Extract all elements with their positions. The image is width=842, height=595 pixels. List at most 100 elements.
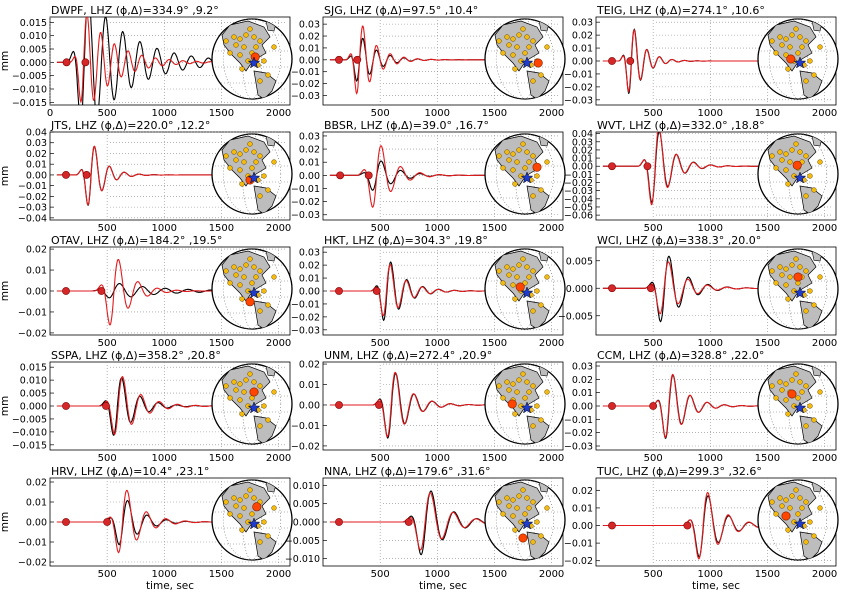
target-station-marker bbox=[515, 282, 525, 292]
station-marker bbox=[261, 519, 267, 525]
y-tick-label: −0.04 bbox=[18, 213, 47, 224]
station-marker bbox=[261, 288, 267, 294]
y-tick-label: −0.02 bbox=[291, 79, 320, 90]
station-marker bbox=[247, 487, 253, 493]
station-marker bbox=[544, 44, 550, 50]
station-marker bbox=[785, 527, 791, 533]
station-marker bbox=[783, 381, 789, 387]
station-marker bbox=[233, 157, 239, 163]
station-marker bbox=[803, 499, 809, 505]
station-marker bbox=[817, 159, 823, 165]
station-marker bbox=[783, 151, 789, 157]
station-marker bbox=[504, 34, 510, 40]
station-marker bbox=[237, 266, 243, 272]
station-marker bbox=[803, 423, 809, 429]
x-tick-label: 2000 bbox=[266, 223, 291, 234]
y-tick-label: −0.03 bbox=[564, 95, 593, 106]
epicenter-star-icon bbox=[793, 286, 807, 299]
station-marker bbox=[512, 527, 518, 533]
station-marker bbox=[793, 487, 799, 493]
station-marker bbox=[520, 141, 526, 147]
station-marker bbox=[227, 395, 233, 401]
y-tick-label: 0.00 bbox=[26, 518, 47, 529]
station-marker bbox=[777, 149, 783, 155]
x-tick-label: 2000 bbox=[266, 453, 291, 464]
station-marker bbox=[522, 50, 528, 56]
station-marker bbox=[251, 149, 257, 155]
station-marker bbox=[227, 511, 233, 517]
y-tick-label: −0.04 bbox=[564, 194, 593, 205]
station-marker bbox=[777, 34, 783, 40]
station-marker bbox=[506, 272, 512, 278]
station-marker bbox=[538, 302, 544, 308]
y-tick-label: −0.005 bbox=[558, 311, 593, 322]
station-marker bbox=[783, 266, 789, 272]
y-tick-label: −0.01 bbox=[18, 181, 47, 192]
subplot-jts: JTS, LHZ (ϕ,Δ)=220.0° ,12.2°0.040.030.02… bbox=[0, 119, 293, 234]
station-marker bbox=[239, 181, 245, 187]
y-tick-label: −0.01 bbox=[18, 538, 47, 549]
synthetic-trace bbox=[602, 491, 779, 560]
station-marker bbox=[777, 495, 783, 501]
station-marker bbox=[785, 296, 791, 302]
y-tick-label: −0.005 bbox=[12, 71, 47, 82]
y-tick-label: 0.00 bbox=[299, 287, 320, 298]
arrival-marker bbox=[62, 171, 70, 179]
y-tick-label: 0.02 bbox=[26, 149, 47, 160]
station-marker bbox=[512, 296, 518, 302]
x-tick-label: 1500 bbox=[482, 108, 507, 119]
station-marker bbox=[257, 38, 263, 44]
x-tick-label: 500 bbox=[98, 338, 117, 349]
y-tick-label: −0.01 bbox=[564, 170, 593, 181]
y-tick-label: −0.01 bbox=[291, 421, 320, 432]
subplot-teig: TEIG, LHZ (ϕ,Δ)=274.1° ,10.6°0.03 0.02 0.0… bbox=[564, 4, 839, 119]
station-marker bbox=[530, 268, 536, 274]
station-marker bbox=[253, 159, 259, 165]
station-marker bbox=[496, 499, 502, 505]
station-marker bbox=[817, 274, 823, 280]
station-marker bbox=[520, 371, 526, 377]
subplot-wvt: WVT, LHZ (ϕ,Δ)=332.0° ,18.8° 0.040.030.02… bbox=[564, 119, 839, 234]
x-tick-label: 1000 bbox=[698, 453, 723, 464]
station-marker bbox=[512, 181, 518, 187]
station-marker bbox=[783, 282, 789, 288]
station-marker bbox=[506, 157, 512, 163]
y-tick-label: 0.00 bbox=[572, 162, 593, 173]
station-marker bbox=[510, 282, 516, 288]
y-tick-label: −0.03 bbox=[291, 210, 320, 221]
station-marker bbox=[789, 262, 795, 268]
station-marker bbox=[807, 173, 813, 179]
station-marker bbox=[803, 153, 809, 159]
arrival-marker bbox=[364, 171, 373, 180]
station-marker bbox=[223, 383, 229, 389]
subplot-title: UNM, LHZ (ϕ,Δ)=272.4° ,20.9° bbox=[324, 349, 492, 362]
y-tick-label: −0.03 bbox=[291, 91, 320, 102]
station-marker bbox=[512, 66, 518, 72]
station-marker bbox=[257, 193, 263, 199]
subplot-hkt: HKT, LHZ (ϕ,Δ)=304.3° ,19.8° 0.03 0.02 0.01… bbox=[291, 234, 566, 349]
y-tick-label: 0.02 bbox=[26, 478, 47, 489]
y-tick-label: 0.00 bbox=[26, 287, 47, 298]
target-station-marker bbox=[249, 387, 259, 397]
station-marker bbox=[247, 371, 253, 377]
station-marker bbox=[789, 377, 795, 383]
x-tick-label: 1000 bbox=[425, 569, 450, 580]
subplot-title: HKT, LHZ (ϕ,Δ)=304.3° ,19.8° bbox=[324, 234, 488, 247]
x-tick-label: 2000 bbox=[539, 453, 564, 464]
subplot-ccm: CCM, LHZ (ϕ,Δ)=328.8° ,22.0° 0.03 0.02 0.01… bbox=[564, 349, 839, 464]
station-marker bbox=[524, 149, 530, 155]
station-marker bbox=[243, 493, 249, 499]
station-marker bbox=[231, 264, 237, 270]
station-marker bbox=[514, 159, 520, 165]
station-marker bbox=[769, 153, 775, 159]
x-tick-label: 500 bbox=[644, 569, 663, 580]
y-tick-label: −0.01 bbox=[291, 184, 320, 195]
synthetic-trace bbox=[329, 145, 506, 209]
station-marker bbox=[817, 389, 823, 395]
epicenter-star-icon bbox=[520, 517, 534, 530]
y-tick-label: 0.02 bbox=[572, 375, 593, 386]
station-marker bbox=[803, 308, 809, 314]
subplot-sspa: SSPA, LHZ (ϕ,Δ)=358.2° ,20.8° 0.015 0.010 0… bbox=[0, 349, 293, 464]
x-tick-label: 500 bbox=[98, 108, 117, 119]
station-marker bbox=[496, 153, 502, 159]
